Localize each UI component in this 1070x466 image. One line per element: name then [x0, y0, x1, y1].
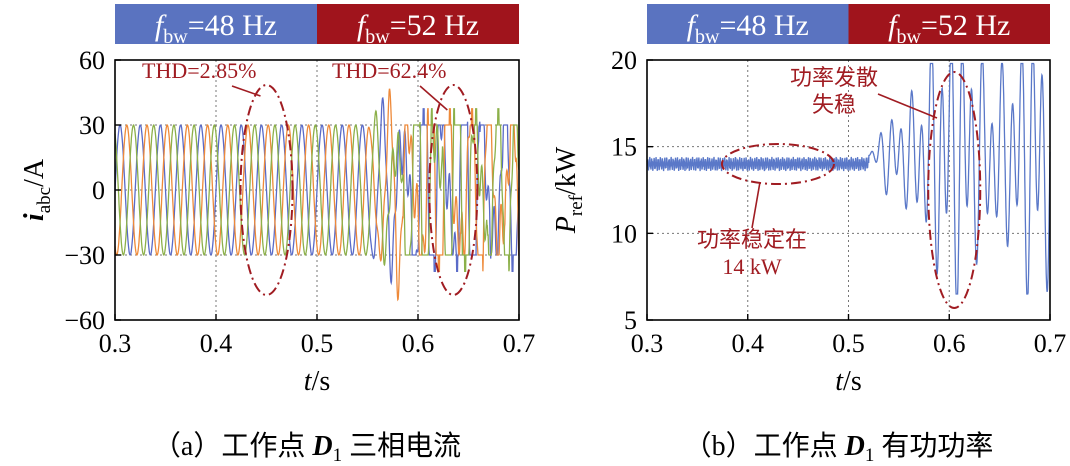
x-tick-label: 0.5: [832, 329, 865, 358]
panel-a-current-chart: fbw=48 Hz fbw=52 Hz THD=2.85% THD=62.4% …: [19, 4, 535, 466]
y-tick-label: 20: [611, 46, 637, 75]
power-diverge-label-line2: 失稳: [812, 92, 856, 117]
power-diverge-label-line1: 功率发散: [790, 65, 878, 90]
band-label-52-a: fbw=52 Hz: [357, 9, 479, 48]
ellipse-thd-unstable: [428, 84, 479, 296]
leader-thd-unstable: [419, 85, 448, 111]
x-tick-label: 0.4: [732, 329, 765, 358]
panel-b-power-chart: fbw=48 Hz fbw=52 Hz 功率稳定在 14 kW 功率发散 失稳 …: [551, 4, 1066, 466]
ellipse-power-diverge: [927, 71, 982, 309]
x-tick-label: 0.4: [200, 329, 233, 358]
y-tick-labels-b: 5 10 15 20: [611, 46, 653, 335]
y-tick-label: 15: [611, 133, 637, 162]
series-pref: [646, 62, 1051, 295]
leader-power-stable: [751, 181, 761, 229]
y-tick-label: −60: [64, 306, 105, 335]
x-tick-label: 0.3: [631, 329, 664, 358]
series-ic: [114, 108, 520, 272]
band-fbw-52-b: [848, 4, 1050, 44]
x-tick-label: 0.6: [933, 329, 966, 358]
series-ib: [114, 88, 520, 302]
leader-power-diverge: [877, 93, 938, 119]
x-tick-label: 0.3: [99, 329, 132, 358]
bandwidth-bands-a: fbw=48 Hz fbw=52 Hz: [115, 4, 519, 48]
y-axis-label-a: iabc/A: [19, 158, 55, 221]
series-group-a: [114, 88, 520, 302]
y-tick-label: 10: [611, 219, 637, 248]
x-tick-labels-a: 0.3 0.4 0.5 0.6 0.7: [99, 314, 536, 358]
caption-b: （b）工作点 D1 有功功率: [684, 430, 994, 466]
power-stable-label-line1: 功率稳定在: [697, 227, 807, 252]
series-group-b: [646, 62, 1051, 295]
x-tick-labels-b: 0.3 0.4 0.5 0.6 0.7: [631, 314, 1067, 358]
band-fbw-48-a: [115, 4, 317, 44]
y-axis-label-b: Pref/kW: [551, 146, 587, 234]
thd-label-stable: THD=2.85%: [142, 58, 256, 83]
x-axis-label-b: t/s: [835, 366, 861, 397]
power-stable-label-line2: 14 kW: [722, 254, 782, 279]
annotations-a: THD=2.85% THD=62.4%: [142, 58, 479, 296]
band-label-48-a: fbw=48 Hz: [155, 9, 277, 48]
band-label-52-b: fbw=52 Hz: [888, 9, 1010, 48]
grid-b: [647, 60, 1050, 320]
y-tick-label: 30: [79, 111, 105, 140]
band-label-48-b: fbw=48 Hz: [687, 9, 809, 48]
caption-a: （a）工作点 D1 三相电流: [153, 430, 461, 466]
y-tick-labels-a: −60 −30 0 30 60: [64, 46, 121, 335]
ellipse-thd-stable: [239, 84, 294, 296]
y-tick-label: 60: [79, 46, 105, 75]
y-tick-label: 0: [92, 176, 105, 205]
leader-thd-stable: [231, 85, 261, 97]
bandwidth-bands-b: fbw=48 Hz fbw=52 Hz: [647, 4, 1050, 48]
x-tick-label: 0.6: [402, 329, 435, 358]
band-fbw-48-b: [647, 4, 849, 44]
x-axis-label-a: t/s: [304, 366, 330, 397]
x-tick-label: 0.7: [503, 329, 536, 358]
band-fbw-52-a: [317, 4, 519, 44]
y-tick-label: 5: [624, 306, 637, 335]
annotations-b: 功率稳定在 14 kW 功率发散 失稳: [697, 65, 982, 309]
y-tick-label: −30: [64, 241, 105, 270]
x-tick-label: 0.7: [1034, 329, 1067, 358]
thd-label-unstable: THD=62.4%: [332, 58, 446, 83]
x-tick-label: 0.5: [301, 329, 334, 358]
ellipse-power-stable: [720, 143, 835, 185]
